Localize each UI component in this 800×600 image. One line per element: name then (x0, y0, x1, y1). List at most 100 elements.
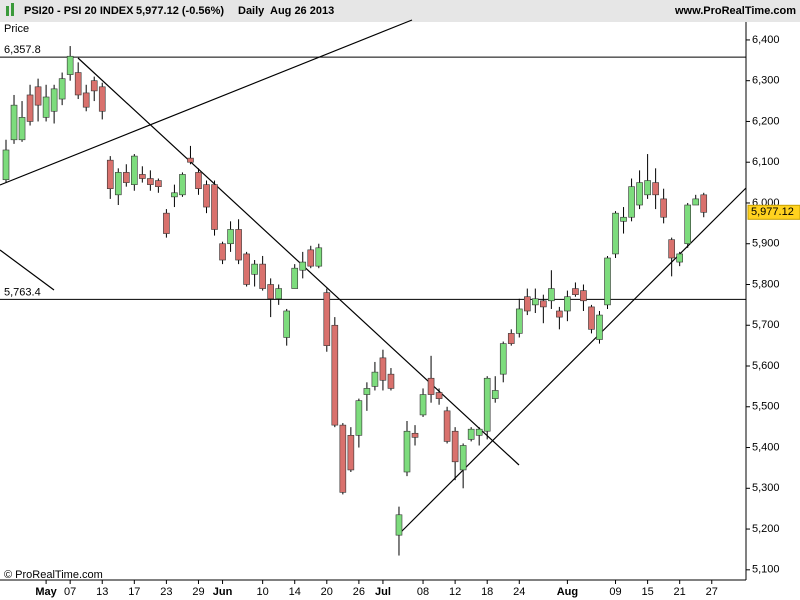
candle-body (50, 88, 58, 112)
x-tick-label: Jun (213, 586, 233, 598)
candle-body (411, 432, 419, 438)
candle-body (596, 314, 603, 340)
candle-body (403, 430, 411, 473)
last-price-box (747, 204, 800, 220)
candle-body (628, 186, 635, 218)
candle-body (379, 357, 387, 381)
y-tick-label: 6,400 (752, 34, 780, 46)
candle-body (331, 324, 339, 426)
candle-body (219, 243, 226, 261)
trendline (0, 249, 55, 291)
x-tick-label: 09 (609, 586, 621, 598)
candle-body (507, 333, 515, 344)
candle-body (355, 400, 363, 436)
trendline (77, 57, 520, 466)
credit: © ProRealTime.com (4, 569, 103, 581)
candle-body (26, 94, 34, 122)
x-tick-label: 12 (449, 586, 461, 598)
candle-body (275, 288, 282, 300)
y-tick-label: 5,500 (752, 401, 780, 413)
candle-body (612, 212, 619, 255)
candle-body (203, 184, 210, 208)
candle-body (467, 428, 475, 440)
x-tick-label: 15 (641, 586, 653, 598)
candle-body (195, 172, 202, 190)
candle-body (98, 86, 106, 112)
candle-body (451, 430, 459, 463)
trendline (397, 187, 747, 536)
candle-body (2, 149, 10, 181)
y-tick-label: 5,300 (752, 482, 780, 494)
x-tick-label: 10 (257, 586, 269, 598)
candle-body (515, 308, 523, 334)
candle-body (572, 288, 579, 295)
candle-body (139, 174, 146, 179)
candle-body (499, 343, 507, 375)
site: www.ProRealTime.com (674, 5, 796, 17)
icon (11, 3, 14, 16)
candle-body (34, 86, 42, 106)
candle-body (540, 300, 547, 308)
candle-body (323, 292, 331, 346)
candle-body (42, 96, 50, 118)
y-tick-label: 5,400 (752, 441, 780, 453)
candle-body (363, 388, 371, 395)
candle-body (459, 445, 467, 471)
candle-body (435, 392, 443, 399)
quote: 5,977.12 (-0.56%) (136, 5, 224, 17)
axis-title: Price (4, 23, 29, 35)
candle-body (532, 298, 539, 306)
candle-body (491, 390, 499, 399)
candle-body (692, 198, 700, 206)
candle-body (315, 247, 323, 267)
x-tick-label: 07 (64, 586, 76, 598)
candle-body (523, 296, 531, 312)
h-line-label: 5,763.4 (4, 286, 41, 298)
candle-body (251, 263, 258, 275)
candle-body (90, 80, 98, 92)
candle-body (123, 172, 130, 183)
candle-body (371, 371, 379, 387)
x-tick-label: 29 (192, 586, 204, 598)
candle-body (171, 192, 178, 198)
candle-body (74, 72, 82, 96)
x-tick-label: Jul (375, 586, 391, 598)
candle-body (147, 178, 154, 185)
candle-body (283, 310, 291, 338)
candle-body (339, 424, 347, 493)
candle-body (588, 306, 595, 330)
trendlines (0, 19, 747, 536)
candle-body (18, 117, 26, 141)
y-tick-label: 5,200 (752, 523, 780, 535)
candle-body (243, 253, 250, 285)
candle-body (235, 229, 242, 261)
candle-body (668, 239, 675, 259)
candle-body (564, 296, 571, 312)
x-tick-label: 24 (513, 586, 525, 598)
candle-body (299, 261, 307, 271)
candle-body (427, 377, 435, 395)
candle-body (131, 155, 138, 185)
candle-body (82, 92, 90, 108)
y-tick-label: 5,700 (752, 319, 780, 331)
y-tick-label: 6,300 (752, 75, 780, 87)
candle-body (548, 288, 555, 302)
candle-body (660, 198, 667, 218)
x-tick-label: 27 (706, 586, 718, 598)
x-tick-label: 17 (128, 586, 140, 598)
x-tick-label: 23 (160, 586, 172, 598)
x-tick-label: Aug (557, 586, 578, 598)
period: Daily (238, 5, 265, 17)
y-tick-label: 5,800 (752, 278, 780, 290)
candle-body (475, 428, 483, 436)
h-line-label: 6,357.8 (4, 44, 41, 56)
candle-body (58, 78, 66, 100)
candle-body (676, 253, 683, 263)
y-tick-label: 5,100 (752, 564, 780, 576)
candle-body (604, 257, 611, 306)
y-tick-label: 5,600 (752, 360, 780, 372)
candle-body (652, 182, 659, 196)
header-bar (0, 0, 800, 22)
candle-body (227, 229, 234, 245)
